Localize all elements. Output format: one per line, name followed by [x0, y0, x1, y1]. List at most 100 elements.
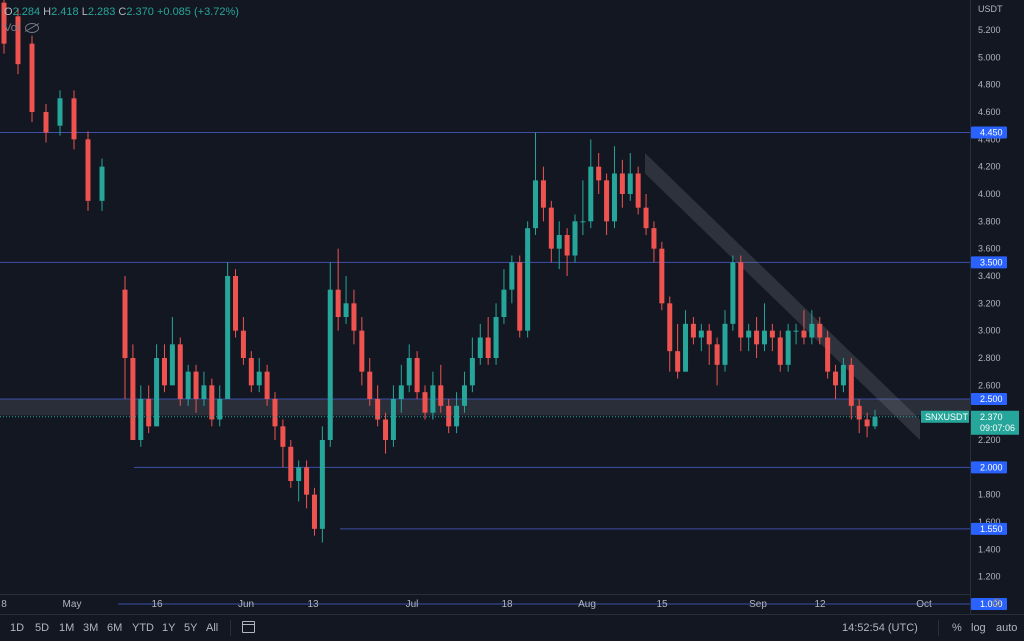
candle-body [43, 112, 49, 133]
y-tick-label: 3.200 [978, 298, 1001, 308]
y-tick-label: 3.000 [978, 326, 1001, 336]
candle-body [525, 228, 531, 331]
support-zone [0, 399, 970, 416]
candle-body [280, 426, 286, 447]
candle-body [540, 180, 546, 208]
high-value: 2.418 [51, 6, 79, 18]
candle-body [548, 207, 554, 249]
candle-body [706, 330, 712, 345]
timeframe-3m[interactable]: 3M [83, 622, 99, 634]
candle-body [446, 405, 452, 427]
level-badge-label: 1.550 [980, 524, 1003, 534]
y-tick-label: 4.200 [978, 162, 1001, 172]
candle-body [1, 2, 7, 44]
candle-body [872, 416, 878, 427]
timeframe-1m[interactable]: 1M [59, 622, 75, 634]
toolbar-divider [938, 620, 939, 636]
level-badge [971, 393, 1007, 405]
open-label: O [4, 6, 13, 18]
candle-body [288, 446, 294, 481]
candle-body [335, 289, 341, 317]
candle-body [769, 330, 775, 338]
y-tick-label: 3.800 [978, 216, 1001, 226]
candle-body [304, 467, 310, 495]
candle-body [122, 289, 128, 358]
timeframe-1d[interactable]: 1D [10, 622, 25, 634]
candle-body [619, 173, 625, 194]
candle-body [793, 330, 799, 332]
candle-body [635, 173, 641, 208]
timeframe-6m[interactable]: 6M [107, 622, 123, 634]
y-tick-label: 1.800 [978, 490, 1001, 500]
y-tick-label: 2.200 [978, 435, 1001, 445]
countdown-label: 09:07:06 [980, 423, 1015, 433]
timeframe-1y[interactable]: 1Y [162, 622, 176, 634]
high-label: H [43, 6, 52, 18]
candle-body [454, 405, 460, 427]
candle-body [343, 303, 349, 317]
y-tick-label: 1.400 [978, 544, 1001, 554]
change-value: +0.085 (+3.72%) [156, 6, 239, 18]
y-tick-label: 1.200 [978, 572, 1001, 582]
candle-body [311, 494, 317, 529]
candle-body [825, 337, 831, 372]
candle-body [296, 467, 302, 481]
candle-body [501, 289, 507, 317]
candle-body [130, 358, 136, 440]
y-tick-label: 4.600 [978, 107, 1001, 117]
timeframe-5d[interactable]: 5D [35, 622, 50, 634]
y-tick-label: 5.200 [978, 25, 1001, 35]
y-tick-label: 4.400 [978, 134, 1001, 144]
candle-body [730, 262, 736, 324]
log-toggle[interactable]: log [971, 622, 986, 634]
settings-gear-icon[interactable]: ⚙ [991, 596, 1002, 610]
candle-body [248, 358, 254, 386]
candle-body [604, 180, 610, 222]
candle-body [256, 371, 262, 386]
candle-body [611, 173, 617, 222]
timeframe-5y[interactable]: 5Y [184, 622, 198, 634]
y-tick-label: 4.000 [978, 189, 1001, 199]
y-tick-label: 2.600 [978, 380, 1001, 390]
candle-body [754, 330, 760, 345]
low-label: L [81, 6, 88, 18]
candle-body [233, 276, 239, 331]
candle-body [15, 16, 21, 65]
candle-body [556, 235, 562, 249]
symbol-tag [921, 410, 969, 423]
candle-body [627, 173, 633, 194]
candle-body [564, 235, 570, 256]
auto-toggle[interactable]: auto [996, 622, 1018, 634]
utc-clock[interactable]: 14:52:54 (UTC) [842, 622, 918, 634]
candle-body [848, 364, 854, 406]
x-tick-label: 8 [1, 599, 7, 610]
timeframe-ytd[interactable]: YTD [132, 622, 154, 634]
percent-toggle[interactable]: % [952, 622, 962, 634]
candle-body [801, 330, 807, 338]
close-value: 2.370 [126, 6, 154, 18]
hidden-eye-icon[interactable] [25, 23, 40, 33]
candle-body [864, 419, 870, 427]
currency-label[interactable]: USDT [978, 4, 1003, 14]
volume-legend[interactable]: Vol [4, 22, 40, 34]
candle-body [138, 399, 144, 440]
bottom-toolbar: 1D 5D 1M 3M 6M YTD 1Y 5Y All 14:52:54 (U… [0, 614, 1024, 641]
candle-body [217, 399, 223, 420]
candle-body [738, 262, 744, 338]
level-badge-label: 4.450 [980, 128, 1003, 138]
candle-body [319, 440, 325, 529]
low-value: 2.283 [87, 6, 116, 18]
candle-body [651, 228, 657, 249]
candle-body [659, 248, 665, 304]
close-label: C [118, 6, 127, 18]
candle-body [351, 303, 357, 331]
candle-body [596, 166, 602, 181]
candle-body [146, 399, 152, 427]
timeframe-all[interactable]: All [206, 622, 219, 634]
candle-body [225, 276, 231, 399]
calendar-icon[interactable] [242, 621, 255, 633]
x-tick-label: 18 [501, 599, 513, 610]
